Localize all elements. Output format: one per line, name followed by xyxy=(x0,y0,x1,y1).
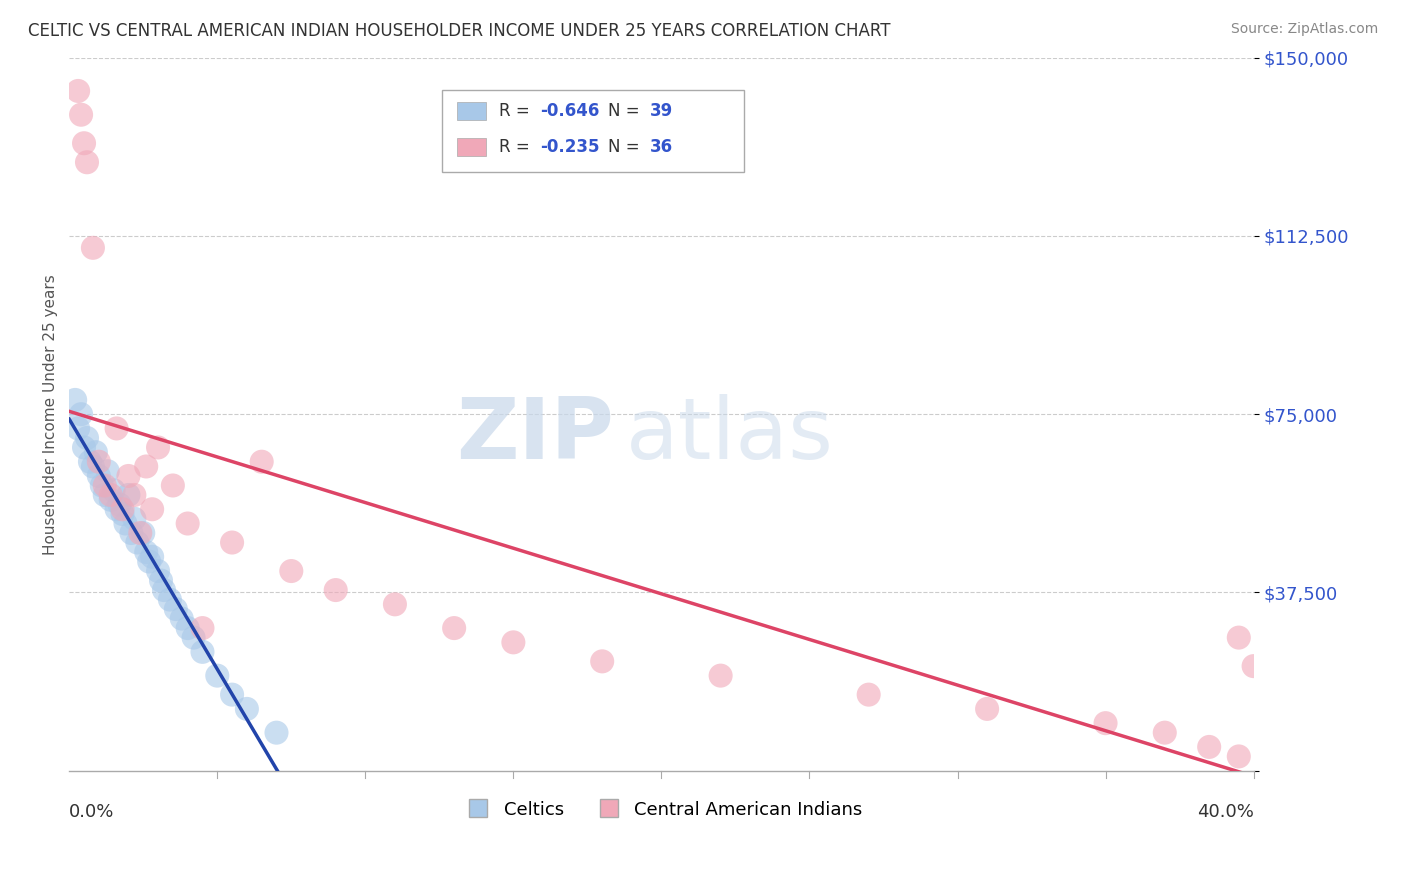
Point xyxy=(105,421,128,435)
Text: -0.646: -0.646 xyxy=(541,103,600,120)
Point xyxy=(1227,631,1250,645)
Point xyxy=(250,455,273,469)
Point xyxy=(221,535,243,549)
Point xyxy=(280,564,302,578)
Point xyxy=(94,488,117,502)
Point xyxy=(70,407,93,421)
Text: N =: N = xyxy=(609,137,645,156)
Point xyxy=(135,459,157,474)
Point xyxy=(111,507,134,521)
FancyBboxPatch shape xyxy=(457,103,486,120)
Text: N =: N = xyxy=(609,103,645,120)
Text: R =: R = xyxy=(499,103,536,120)
Text: R =: R = xyxy=(499,137,536,156)
Point xyxy=(90,478,112,492)
Legend: Celtics, Central American Indians: Celtics, Central American Indians xyxy=(453,793,870,826)
Text: 0.0%: 0.0% xyxy=(69,803,115,821)
Point xyxy=(266,725,288,739)
Point xyxy=(443,621,465,635)
Point xyxy=(153,583,176,598)
FancyBboxPatch shape xyxy=(457,138,486,156)
Text: ZIP: ZIP xyxy=(457,394,614,477)
Point xyxy=(100,492,122,507)
Point xyxy=(325,583,347,598)
Point xyxy=(858,688,880,702)
Text: Source: ZipAtlas.com: Source: ZipAtlas.com xyxy=(1230,22,1378,37)
Point xyxy=(236,702,259,716)
Point xyxy=(176,621,198,635)
Point xyxy=(1094,716,1116,731)
Point xyxy=(84,445,107,459)
FancyBboxPatch shape xyxy=(443,90,744,172)
Point xyxy=(176,516,198,531)
Point xyxy=(976,702,998,716)
Point xyxy=(100,488,122,502)
Point xyxy=(141,549,163,564)
Point xyxy=(120,526,142,541)
Text: CELTIC VS CENTRAL AMERICAN INDIAN HOUSEHOLDER INCOME UNDER 25 YEARS CORRELATION : CELTIC VS CENTRAL AMERICAN INDIAN HOUSEH… xyxy=(28,22,890,40)
Point xyxy=(82,459,104,474)
Point xyxy=(79,455,101,469)
Point xyxy=(502,635,524,649)
Point xyxy=(63,392,86,407)
Text: 36: 36 xyxy=(650,137,672,156)
Point xyxy=(87,469,110,483)
Point xyxy=(117,469,139,483)
Point xyxy=(1153,725,1175,739)
Point xyxy=(129,526,152,541)
Point xyxy=(103,483,125,498)
Text: -0.235: -0.235 xyxy=(541,137,600,156)
Point xyxy=(117,488,139,502)
Point xyxy=(73,136,96,151)
Point xyxy=(191,621,214,635)
Point xyxy=(132,526,155,541)
Point xyxy=(159,592,181,607)
Point xyxy=(114,516,136,531)
Point xyxy=(108,498,131,512)
Point xyxy=(384,597,406,611)
Point xyxy=(135,545,157,559)
Point xyxy=(76,155,98,169)
Point xyxy=(124,512,146,526)
Point xyxy=(73,441,96,455)
Point xyxy=(94,478,117,492)
Text: 39: 39 xyxy=(650,103,673,120)
Point xyxy=(111,502,134,516)
Point xyxy=(183,631,205,645)
Point xyxy=(97,464,120,478)
Point xyxy=(141,502,163,516)
Point xyxy=(127,535,149,549)
Point xyxy=(165,602,187,616)
Point xyxy=(70,108,93,122)
Point xyxy=(710,668,733,682)
Text: 40.0%: 40.0% xyxy=(1197,803,1254,821)
Point xyxy=(1227,749,1250,764)
Point xyxy=(591,654,613,668)
Point xyxy=(76,431,98,445)
Point xyxy=(82,241,104,255)
Point xyxy=(67,421,90,435)
Point xyxy=(221,688,243,702)
Point xyxy=(105,502,128,516)
Point xyxy=(1243,659,1265,673)
Y-axis label: Householder Income Under 25 years: Householder Income Under 25 years xyxy=(44,274,58,555)
Point xyxy=(146,441,169,455)
Point xyxy=(170,611,193,625)
Text: atlas: atlas xyxy=(626,394,834,477)
Point xyxy=(162,478,184,492)
Point xyxy=(138,555,160,569)
Point xyxy=(191,645,214,659)
Point xyxy=(146,564,169,578)
Point xyxy=(150,574,173,588)
Point xyxy=(207,668,229,682)
Point xyxy=(124,488,146,502)
Point xyxy=(87,455,110,469)
Point xyxy=(67,84,90,98)
Point xyxy=(1198,739,1220,754)
